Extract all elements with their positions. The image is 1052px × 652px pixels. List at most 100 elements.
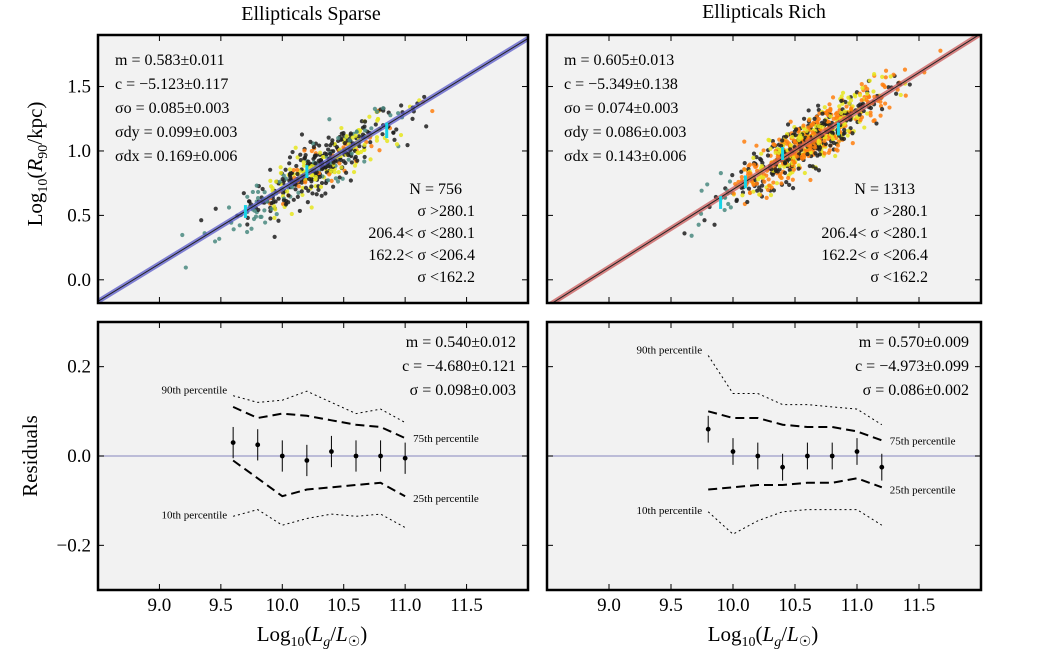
data-point — [394, 142, 400, 147]
data-point — [309, 184, 314, 189]
data-point — [812, 145, 818, 150]
median-point — [805, 453, 810, 459]
plot-frame — [96, 320, 530, 592]
data-point — [410, 116, 415, 121]
data-point — [348, 131, 353, 136]
data-point — [880, 74, 885, 79]
data-point — [705, 182, 710, 187]
data-point — [849, 106, 854, 111]
data-point — [262, 208, 267, 213]
data-point — [842, 109, 847, 114]
legend-entry: σ <162.2 — [417, 269, 475, 286]
data-point — [842, 127, 847, 132]
data-point — [768, 192, 774, 198]
data-point — [295, 171, 300, 177]
x-tick-label: 10.0 — [266, 595, 299, 616]
data-point — [369, 126, 374, 131]
data-point — [754, 181, 759, 186]
data-point — [751, 151, 757, 156]
data-point — [813, 151, 818, 156]
data-point — [362, 159, 367, 164]
data-point — [816, 116, 821, 122]
median-point — [353, 453, 359, 459]
data-point — [254, 183, 259, 188]
panel-top-left: 0.0 0.5 1.0 1.5 m = 0.583±0.011 c = −5.123±0.… — [67, 33, 530, 305]
data-point — [774, 181, 780, 186]
fit-stat: c = −4.680±0.121 — [402, 358, 516, 375]
data-point — [718, 171, 723, 176]
data-point — [396, 111, 401, 116]
data-point — [373, 122, 378, 127]
data-point — [844, 104, 849, 109]
data-point — [226, 205, 232, 210]
data-point — [245, 229, 250, 235]
data-point — [341, 130, 346, 136]
data-point — [796, 138, 801, 143]
data-point — [374, 138, 380, 143]
data-point — [780, 138, 785, 143]
data-point — [372, 106, 377, 111]
data-point — [291, 168, 296, 173]
data-point — [811, 120, 816, 126]
data-point — [860, 85, 865, 91]
data-point — [817, 111, 822, 116]
data-point — [344, 170, 349, 175]
x-tick-label: 9.5 — [209, 595, 233, 616]
data-point — [726, 201, 731, 207]
label-p90: 90th percentile — [637, 345, 703, 357]
plot-frame — [545, 33, 983, 305]
data-point — [865, 86, 870, 92]
legend-entry: 162.2< σ <206.4 — [821, 247, 928, 264]
data-point — [808, 150, 813, 155]
data-point — [779, 181, 784, 186]
data-point — [827, 148, 832, 153]
data-point — [424, 124, 429, 129]
data-point — [822, 105, 827, 110]
data-point — [313, 161, 318, 166]
data-point — [258, 214, 263, 219]
data-point — [734, 198, 739, 204]
data-point — [898, 92, 903, 98]
data-point — [757, 156, 763, 161]
data-point — [868, 105, 874, 111]
data-point — [180, 232, 185, 238]
label-p10: 10th percentile — [161, 509, 227, 521]
data-point — [300, 185, 305, 190]
data-point — [392, 137, 397, 142]
legend-entry: σ >280.1 — [417, 203, 475, 220]
data-point — [785, 122, 791, 127]
data-point — [771, 180, 776, 185]
data-point — [287, 167, 293, 172]
data-point — [788, 119, 793, 124]
data-point — [375, 109, 380, 114]
x-tick-label: 10.5 — [327, 595, 360, 616]
data-point — [311, 145, 316, 150]
data-point — [268, 216, 273, 221]
data-point — [938, 48, 943, 53]
data-point — [879, 107, 885, 112]
data-point — [183, 265, 188, 270]
data-point — [760, 183, 765, 188]
data-point — [779, 175, 784, 180]
data-point — [329, 168, 334, 173]
data-point — [682, 231, 687, 236]
data-point — [331, 160, 336, 165]
data-point — [199, 218, 204, 223]
data-point — [840, 90, 846, 95]
data-point — [740, 193, 745, 198]
median-point — [879, 464, 885, 470]
data-point — [783, 134, 789, 139]
data-point — [857, 93, 863, 98]
data-point — [833, 153, 838, 159]
data-point — [328, 164, 333, 169]
p25-line — [232, 459, 406, 498]
fit-stat: σdy = 0.086±0.003 — [564, 124, 686, 141]
legend-entry: σ <162.2 — [870, 269, 928, 286]
data-point — [802, 170, 807, 176]
data-point — [362, 154, 367, 160]
median-point — [329, 449, 334, 454]
data-point — [344, 134, 349, 139]
data-point — [319, 193, 324, 198]
fit-stat: σdy = 0.099±0.003 — [115, 124, 237, 141]
data-point — [801, 116, 807, 121]
